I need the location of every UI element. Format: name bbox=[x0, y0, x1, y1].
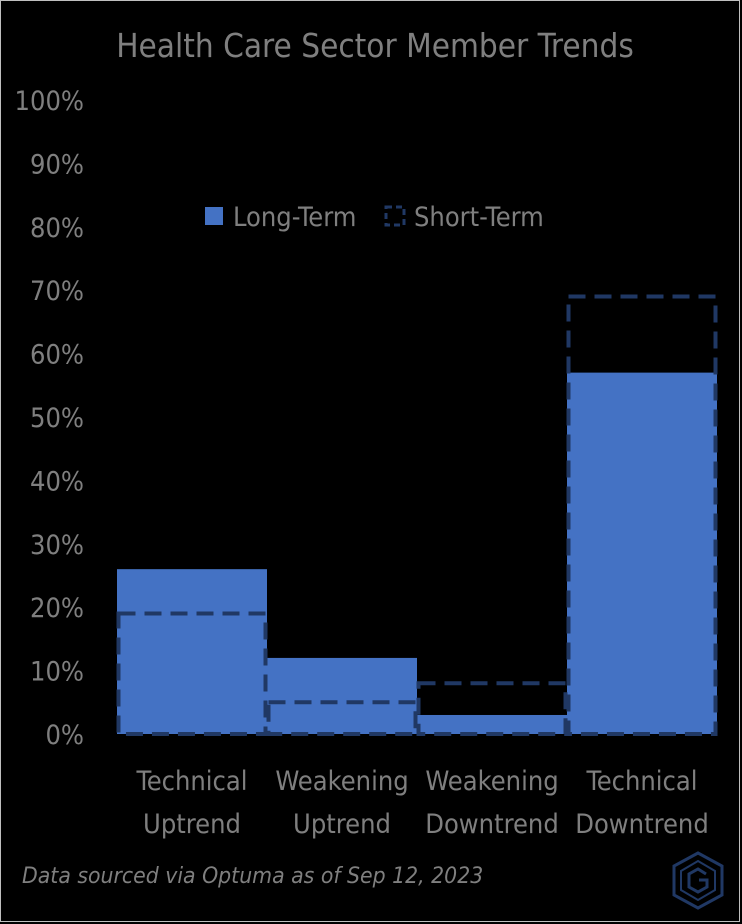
legend-swatch-long-term bbox=[205, 207, 223, 225]
hexagon-g-logo bbox=[672, 851, 724, 910]
bar-short-term bbox=[266, 700, 418, 736]
source-note: Data sourced via Optuma as of Sep 12, 20… bbox=[22, 864, 484, 889]
x-category-label: Uptrend bbox=[293, 809, 391, 840]
legend-label-short-term: Short-Term bbox=[414, 202, 544, 233]
y-tick-label: 100% bbox=[15, 86, 84, 117]
x-category-label: Downtrend bbox=[575, 809, 709, 840]
x-category-label: Uptrend bbox=[143, 809, 241, 840]
bar-short-term bbox=[116, 611, 268, 736]
x-category-label: Technical bbox=[135, 766, 247, 797]
x-category-label: Technical bbox=[585, 766, 697, 797]
bar-long-term bbox=[117, 569, 267, 734]
bar-short-term bbox=[416, 681, 568, 737]
x-category-label: Weakening bbox=[275, 766, 408, 797]
y-tick-label: 50% bbox=[30, 403, 84, 434]
bar-long-term bbox=[417, 714, 567, 734]
x-category-label: Downtrend bbox=[425, 809, 559, 840]
bar-long-term bbox=[267, 657, 417, 734]
y-tick-label: 80% bbox=[30, 213, 84, 244]
y-tick-label: 0% bbox=[45, 720, 84, 751]
legend-label-long-term: Long-Term bbox=[233, 202, 356, 233]
y-tick-label: 40% bbox=[30, 466, 84, 497]
legend-swatch-short-term bbox=[384, 205, 406, 227]
y-tick-label: 30% bbox=[30, 530, 84, 561]
bar-short-term bbox=[566, 294, 718, 736]
y-tick-label: 70% bbox=[30, 276, 84, 307]
bar-long-term bbox=[567, 372, 717, 734]
y-tick-label: 10% bbox=[30, 657, 84, 688]
y-tick-label: 60% bbox=[30, 340, 84, 371]
y-tick-label: 90% bbox=[30, 149, 84, 180]
x-category-label: Weakening bbox=[425, 766, 558, 797]
chart-title: Health Care Sector Member Trends bbox=[116, 26, 634, 65]
y-tick-label: 20% bbox=[30, 593, 84, 624]
